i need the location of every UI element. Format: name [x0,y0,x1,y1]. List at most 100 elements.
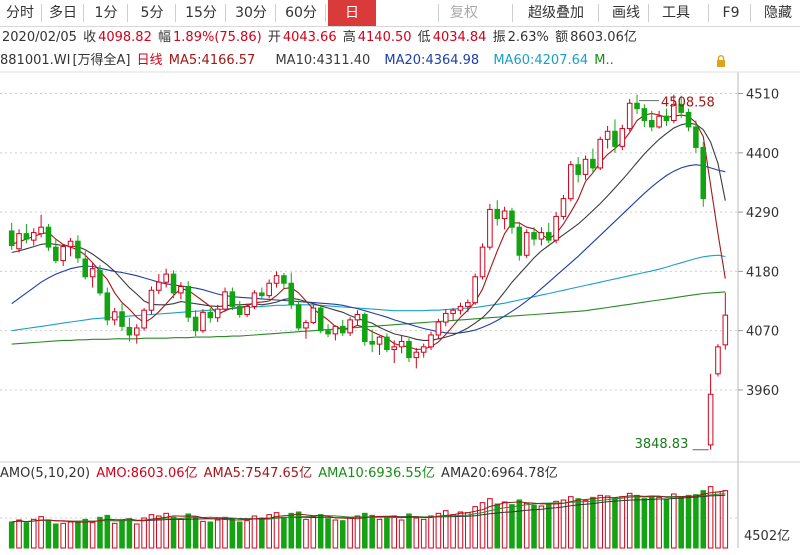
period-tab-3[interactable]: 5分 [140,5,164,21]
ama5-value: AMA5:7547.65亿 [203,466,313,481]
ma5-legend: MA5:4166.57 [168,53,256,68]
volume-bar [531,504,537,549]
high-price-label: 4508.58 [661,96,715,111]
candle-body [82,258,89,278]
volume-bar [384,516,390,549]
volume-bar [53,523,59,549]
volume-bar [465,512,471,549]
volume-bar [538,505,545,549]
toolbar-separator [512,4,513,22]
toolbar-right-item-3[interactable]: 工具 [662,5,690,21]
volume-bar [685,494,692,549]
close-value: 4098.82 [98,30,152,45]
volume-bar [641,498,648,549]
candle-body [67,240,74,248]
volume-bar [141,517,147,549]
candle-body [678,103,684,113]
candle-body [8,230,15,247]
volume-bar [222,516,228,549]
candle-body [332,325,339,335]
toolbar-separator [83,4,84,22]
volume-bar [273,512,280,549]
volume-bar [693,494,699,549]
volume-bar [568,496,574,549]
toolbar-separator [175,4,176,22]
candle-body [722,314,729,346]
period-tab-2[interactable]: 1分 [94,5,118,21]
low-label: 低 [417,30,431,45]
period-tab-1[interactable]: 多日 [49,5,77,21]
lock-icon[interactable] [716,55,726,67]
period-tab-0[interactable]: 分时 [6,5,34,21]
volume-bar [545,503,552,549]
candle-body [545,232,552,241]
candle-body [317,307,324,332]
toolbar-right-item-4[interactable]: F9 [722,5,740,21]
volume-bar [214,519,221,549]
candle-body [575,164,581,175]
volume-bar [133,523,140,549]
candle-body [53,246,59,262]
volume-bar [479,502,486,549]
volume-bar [75,520,81,549]
candle-body [671,103,677,122]
volume-bar [244,520,250,549]
period-tab-5[interactable]: 30分 [235,5,267,21]
candle-body [133,327,140,336]
candle-body [590,158,596,169]
amount-label: 额 [555,30,569,45]
volume-bar [236,521,243,549]
candle-body [89,268,96,278]
toolbar-separator [41,4,42,22]
volume-bar [450,514,456,549]
volume-bar [229,518,236,549]
candle-body [685,111,692,128]
volume-bar [619,496,626,549]
volume-bar [391,515,398,549]
toolbar-separator [598,4,599,22]
toolbar-right-item-5[interactable]: 隐藏 [764,5,792,21]
high-label: 高 [342,30,356,45]
toolbar-separator [750,4,751,22]
toolbar-right-item-0[interactable]: 复权 [450,5,478,21]
candle-body [560,198,567,217]
volume-bar [111,522,118,549]
candle-body [229,291,236,307]
candle-body [641,108,648,122]
candle-body [700,146,707,200]
volume-bar [376,518,383,549]
amo-value: AMO:8603.06亿 [96,466,198,481]
low-price-label: 3848.83 [635,437,689,452]
candle-body [354,314,361,321]
amp-value: 2.63% [507,30,549,45]
candle-body [398,340,405,348]
volume-bar [406,513,412,549]
volume-bar [604,495,611,549]
open-label: 开 [267,30,281,45]
candle-body [170,273,177,294]
candle-body [501,210,508,220]
candle-body [119,311,125,327]
ma20-line [11,164,726,334]
toolbar-separator [127,4,128,22]
ama10-line [11,493,726,523]
candle-body [288,282,295,306]
period-tab-6[interactable]: 60分 [285,5,317,21]
period-tab-4[interactable]: 15分 [185,5,217,21]
low-value: 4034.84 [432,30,487,45]
y-tick-label: 4290 [746,206,779,221]
candle-body [236,305,243,315]
toolbar-right-item-2[interactable]: 画线 [612,5,640,21]
volume-bar [207,521,214,549]
volume-bar [89,522,96,549]
more-ma-legend[interactable]: M.. [594,53,614,68]
toolbar-right-item-1[interactable]: 超级叠加 [528,5,584,21]
volume-bar [435,512,442,549]
candle-body [626,102,633,130]
volume-bar [126,518,133,549]
period-tab-7[interactable]: 日 [328,0,376,26]
volume-bar [428,515,434,549]
volume-bar [487,498,493,549]
volume-bar [582,500,589,549]
